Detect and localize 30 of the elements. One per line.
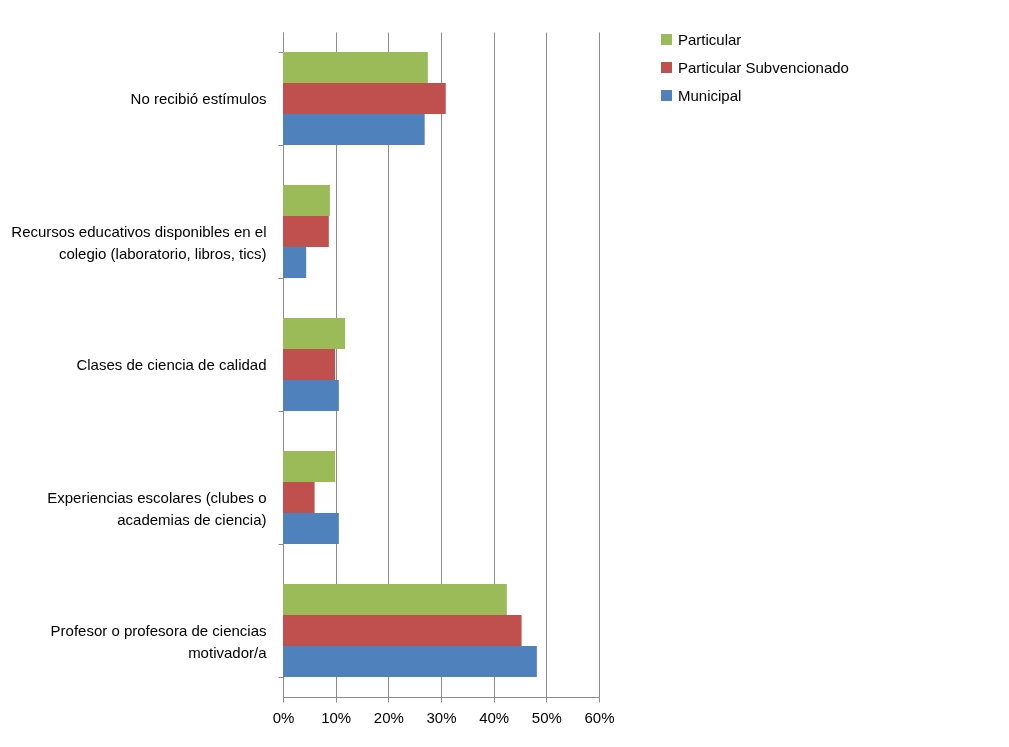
x-tick-label: 0% <box>272 708 295 726</box>
bar <box>283 247 307 279</box>
legend-label: Particular <box>678 30 742 48</box>
x-tick-label: 20% <box>373 708 404 726</box>
x-tick-label: 40% <box>479 708 510 726</box>
bar <box>283 184 330 216</box>
y-tick-label: No recibió estímulos <box>130 90 267 107</box>
y-tick-label: Clases de ciencia de calidad <box>76 356 267 373</box>
bar <box>283 614 522 647</box>
bar <box>283 114 425 146</box>
bar <box>283 646 537 678</box>
bar <box>283 380 339 412</box>
bar <box>283 583 507 615</box>
y-tick-label: Profesor o profesora de ciencias motivador/a <box>50 622 268 661</box>
x-tick-label: 30% <box>426 708 457 726</box>
bar <box>283 317 346 349</box>
bar <box>283 215 329 248</box>
x-tick-label: 10% <box>321 708 352 726</box>
y-tick-label: Recursos educativos disponibles en el colegio (laboratorio, libros, tics) <box>11 223 267 262</box>
legend-label: Particular Subvencionado <box>678 58 849 76</box>
bar <box>283 481 315 514</box>
y-tick-label: Experiencias escolares (clubes o academias de ciencia) <box>47 489 267 528</box>
bar <box>283 513 339 545</box>
bar <box>283 450 336 482</box>
bar <box>283 82 446 115</box>
x-tick-label: 60% <box>584 708 615 726</box>
x-tick-label: 50% <box>531 708 562 726</box>
bar <box>283 51 428 83</box>
bar <box>283 348 336 381</box>
legend-label: Municipal <box>678 86 742 104</box>
